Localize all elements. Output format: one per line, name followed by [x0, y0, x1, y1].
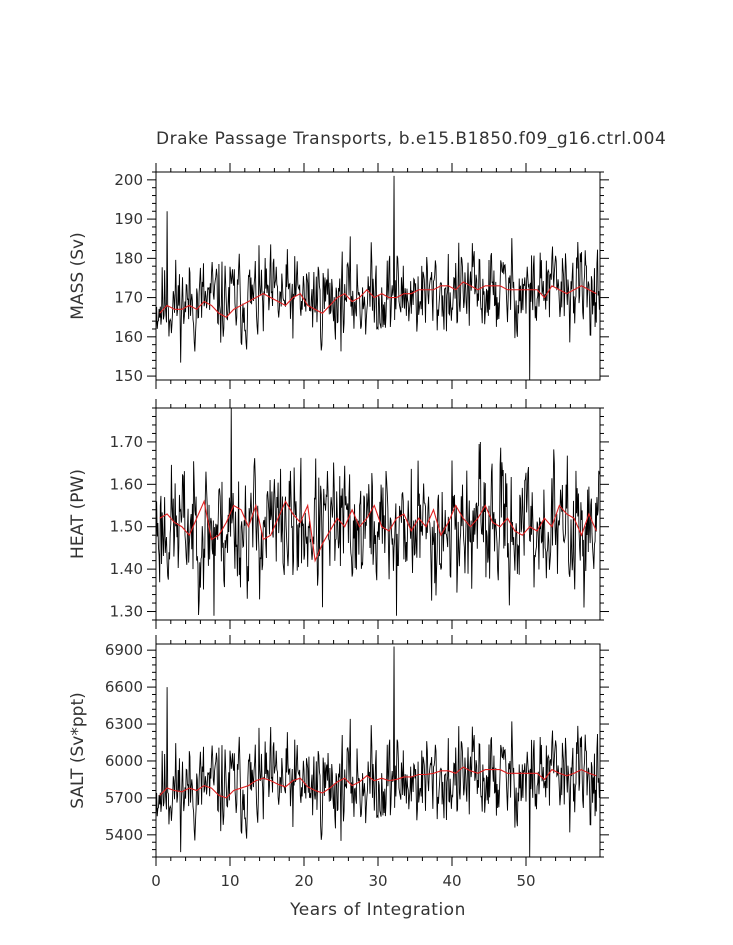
heat-monthly-series-line	[156, 408, 600, 616]
x-tick-label: 40	[442, 872, 461, 890]
mass-monthly-series-line	[156, 175, 600, 380]
mass-y-axis-label: MASS (Sv)	[68, 232, 88, 319]
x-tick-label: 30	[368, 872, 387, 890]
salt-y-axis-label: SALT (Sv*ppt)	[68, 692, 88, 809]
heat-y-tick-label: 1.70	[110, 433, 143, 451]
salt-y-tick-label: 6600	[105, 678, 143, 696]
salt-monthly-series-line	[156, 646, 600, 857]
heat-annual-mean-line	[159, 499, 597, 563]
mass-y-tick-label: 200	[114, 171, 143, 189]
salt-y-tick-label: 6900	[105, 641, 143, 659]
x-tick-label: 20	[294, 872, 313, 890]
salt-panel: 0 10 20 30 40 50 5400 5700 6000 6300 6600 6900 SALT …	[68, 635, 609, 890]
mass-panel: 150 160 170 180 190 200 MASS (Sv)	[68, 163, 609, 389]
heat-panel: 1.30 1.40 1.50 1.60 1.70 HEAT (PW)	[68, 399, 609, 629]
salt-annual-mean-line	[159, 766, 597, 799]
heat-y-axis-label: HEAT (PW)	[68, 469, 88, 559]
mass-y-tick-label: 160	[114, 328, 143, 346]
salt-y-tick-label: 6000	[105, 752, 143, 770]
heat-y-tick-label: 1.30	[110, 603, 143, 621]
mass-y-tick-label: 180	[114, 249, 143, 267]
heat-y-tick-label: 1.40	[110, 560, 143, 578]
salt-y-tick-label: 5400	[105, 826, 143, 844]
mass-y-tick-label: 170	[114, 289, 143, 307]
mass-annual-mean-line	[159, 281, 597, 318]
mass-y-tick-label: 190	[114, 210, 143, 228]
x-tick-label: 0	[151, 872, 161, 890]
heat-y-tick-label: 1.50	[110, 518, 143, 536]
x-tick-label: 50	[516, 872, 535, 890]
chart-title: Drake Passage Transports, b.e15.B1850.f0…	[156, 129, 667, 149]
salt-y-tick-label: 5700	[105, 789, 143, 807]
heat-y-tick-label: 1.60	[110, 475, 143, 493]
x-tick-label: 10	[220, 872, 239, 890]
mass-y-tick-label: 150	[114, 367, 143, 385]
x-axis-label: Years of Integration	[290, 900, 466, 920]
salt-y-tick-label: 6300	[105, 715, 143, 733]
